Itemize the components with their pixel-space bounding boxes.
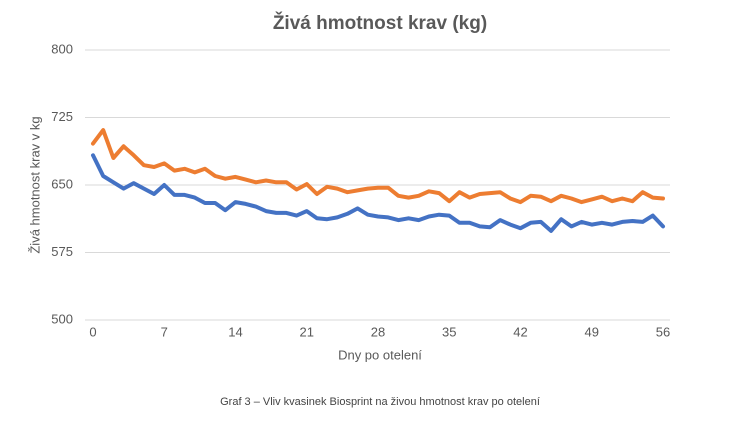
x-tick-label: 0 [89, 324, 96, 339]
chart-title: Živá hmotnost krav (kg) [273, 12, 487, 34]
y-tick-label: 575 [51, 244, 73, 259]
x-tick-label: 21 [300, 324, 314, 339]
y-tick-label: 500 [51, 311, 73, 326]
x-tick-label: 49 [585, 324, 599, 339]
x-tick-label: 14 [228, 324, 242, 339]
y-axis-label: Živá hmotnost krav v kg [27, 116, 42, 253]
x-tick-label: 56 [656, 324, 670, 339]
y-tick-label: 725 [51, 109, 73, 124]
data-line [91, 128, 665, 205]
x-tick-label: 7 [161, 324, 168, 339]
x-tick-label: 42 [513, 324, 527, 339]
caption: Graf 3 – Vliv kvasinek Biosprint na živo… [220, 396, 540, 408]
data-line [91, 153, 665, 233]
x-tick-label: 35 [442, 324, 456, 339]
y-tick-label: 650 [51, 176, 73, 191]
x-axis-label: Dny po otelení [338, 347, 422, 362]
y-tick-label: 800 [51, 41, 73, 56]
x-tick-label: 28 [371, 324, 385, 339]
